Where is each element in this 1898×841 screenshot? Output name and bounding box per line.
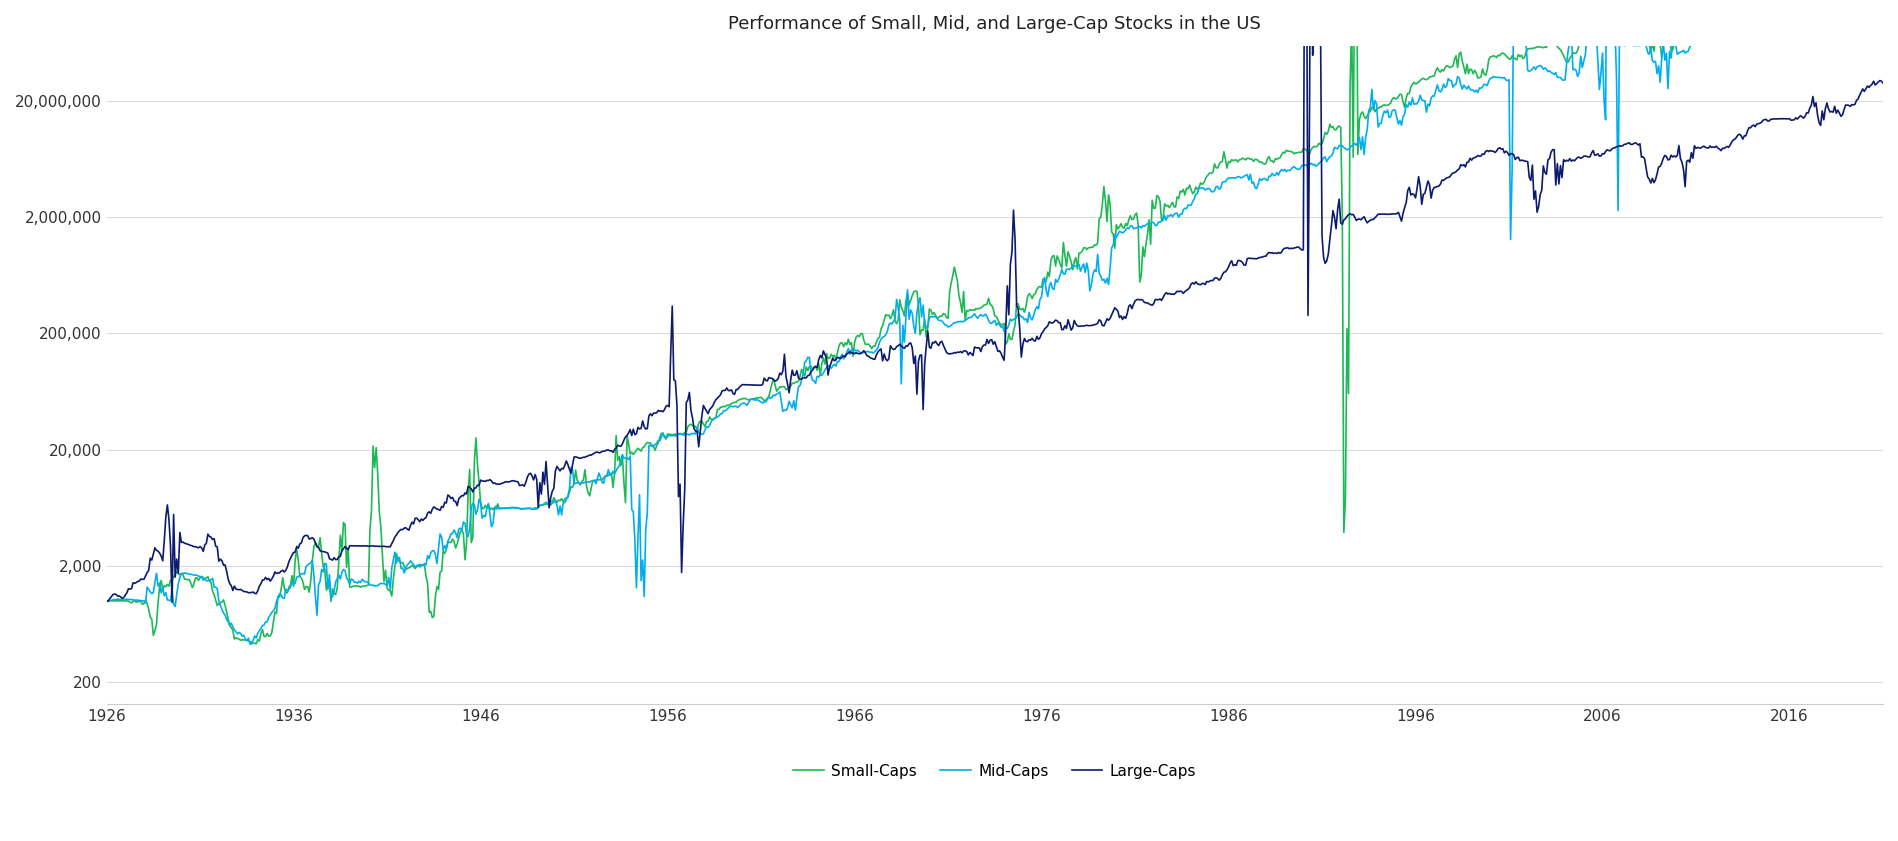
Large-Caps (1429, 179, 1452, 189)
Large-Caps (831, 352, 854, 362)
Small-Caps (95, 595, 118, 606)
Small-Caps (302, 556, 325, 566)
Small-Caps (1429, 67, 1452, 77)
Small-Caps (1642, 46, 1665, 56)
Title: Performance of Small, Mid, and Large-Cap Stocks in the US: Performance of Small, Mid, and Large-Cap… (729, 15, 1262, 33)
Large-Caps (1809, 120, 1832, 130)
Large-Caps (1433, 175, 1456, 185)
Legend: Small-Caps, Mid-Caps, Large-Caps: Small-Caps, Mid-Caps, Large-Caps (788, 758, 1203, 785)
Line: Mid-Caps: Mid-Caps (106, 0, 1898, 644)
Large-Caps (161, 597, 184, 607)
Large-Caps (302, 532, 325, 542)
Mid-Caps (95, 595, 118, 606)
Small-Caps (1433, 66, 1456, 76)
Small-Caps (245, 638, 268, 648)
Mid-Caps (1427, 86, 1450, 96)
Small-Caps (831, 338, 854, 348)
Line: Large-Caps: Large-Caps (106, 0, 1898, 602)
Large-Caps (1890, 66, 1898, 76)
Large-Caps (95, 595, 118, 606)
Large-Caps (1642, 177, 1665, 188)
Mid-Caps (239, 639, 262, 649)
Mid-Caps (1809, 3, 1832, 13)
Mid-Caps (1642, 57, 1665, 67)
Mid-Caps (302, 555, 325, 565)
Mid-Caps (1431, 85, 1454, 95)
Line: Small-Caps: Small-Caps (106, 0, 1898, 643)
Mid-Caps (831, 349, 854, 359)
